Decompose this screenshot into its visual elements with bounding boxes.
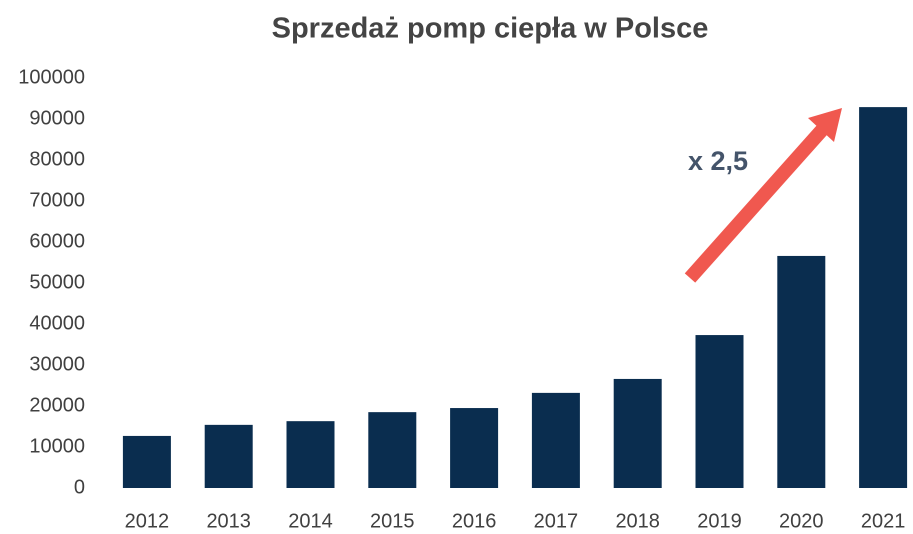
y-tick-label: 60000 [29, 230, 85, 252]
bar [204, 424, 253, 488]
y-tick-label: 10000 [29, 435, 85, 457]
x-tick-label: 2015 [370, 510, 415, 532]
bar [368, 412, 417, 488]
x-tick-label: 2013 [206, 510, 251, 532]
y-tick-label: 40000 [29, 312, 85, 334]
bar [122, 435, 171, 488]
y-tick-label: 80000 [29, 148, 85, 170]
bar [450, 408, 499, 488]
bar [777, 255, 826, 488]
x-tick-label: 2016 [452, 510, 497, 532]
bar [859, 107, 908, 489]
x-tick-label: 2012 [125, 510, 170, 532]
arrow-head [808, 108, 842, 142]
y-tick-label: 30000 [29, 353, 85, 375]
y-tick-label: 70000 [29, 189, 85, 211]
bar [286, 421, 335, 488]
bar [531, 392, 580, 488]
x-tick-label: 2019 [697, 510, 742, 532]
y-tick-label: 0 [74, 476, 85, 498]
y-tick-label: 100000 [18, 66, 85, 88]
bar [695, 335, 744, 488]
y-tick-label: 90000 [29, 107, 85, 129]
x-tick-label: 2021 [861, 510, 906, 532]
x-tick-label: 2017 [534, 510, 579, 532]
annotation: x 2,5 [688, 146, 748, 176]
x-tick-label: 2014 [288, 510, 333, 532]
x-tick-label: 2018 [615, 510, 660, 532]
y-tick-label: 20000 [29, 394, 85, 416]
arrow-shaft [684, 125, 828, 283]
bar [613, 378, 662, 488]
y-tick-label: 50000 [29, 271, 85, 293]
chart-title: Sprzedaż pomp ciepła w Polsce [272, 13, 709, 45]
x-tick-label: 2020 [779, 510, 824, 532]
